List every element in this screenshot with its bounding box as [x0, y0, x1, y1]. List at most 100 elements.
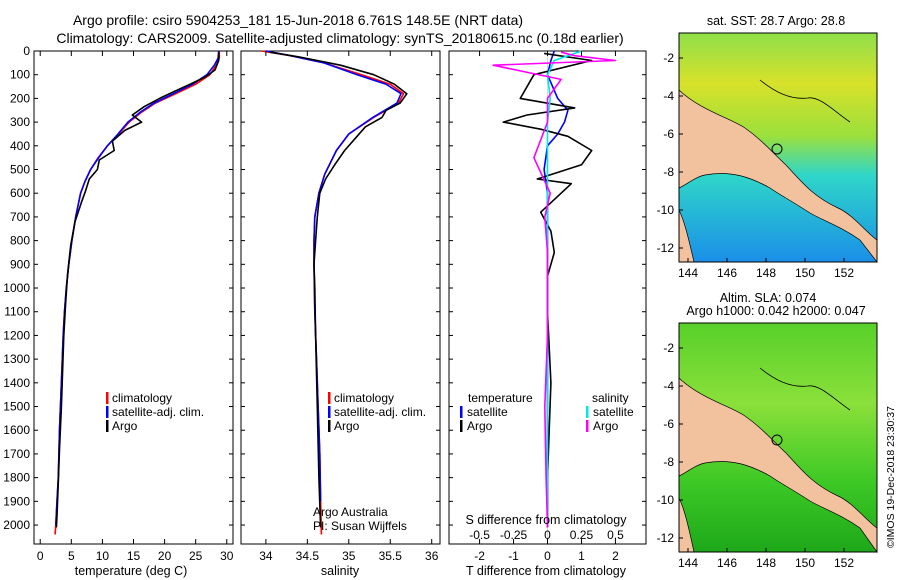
lon-tick-label: 144	[678, 266, 698, 280]
lon-tick-label: 148	[756, 266, 776, 280]
lon-tick-label: 150	[795, 556, 815, 570]
s-diff-tick-label: 0.25	[570, 528, 594, 542]
sst-map-lon-ticks: 144 146 148 150 152	[678, 258, 854, 280]
legend-swatch-t-argo	[460, 420, 463, 432]
series-line-argo	[55, 52, 220, 528]
difference-legend: temperature salinity satellite Argo sate…	[460, 391, 634, 433]
annotation-argo-australia: Argo Australia	[313, 505, 388, 519]
x-tick-label: 2	[612, 549, 619, 563]
depth-tick-label: 1700	[3, 447, 30, 461]
depth-tick-label: 2000	[3, 518, 30, 532]
depth-tick-label: 500	[10, 163, 30, 177]
x-tick-label: -2	[474, 549, 485, 563]
depth-tick-label: 600	[10, 186, 30, 200]
depth-tick-label: 1100	[4, 305, 30, 319]
annotation-pi: PI: Susan Wijffels	[313, 519, 407, 533]
t-difference-label: T difference from climatology	[466, 564, 627, 578]
s-diff-tick-label: -0.5	[469, 528, 490, 542]
difference-panel: -2 -1 0 1 2 -0.5 -0.25 0 0.25 0.5 T difference f…	[448, 50, 647, 578]
depth-tick-label: 1300	[3, 352, 30, 366]
legend-swatch-argo	[106, 420, 109, 432]
legend-swatch-satellite	[106, 406, 109, 418]
lat-tick-label: -4	[663, 379, 674, 393]
x-tick-label: 0	[37, 549, 44, 563]
salinity-legend: climatology satellite-adj. clim. Argo	[328, 391, 426, 433]
sst-map-title: sat. SST: 28.7 Argo: 28.8	[707, 14, 845, 28]
depth-tick-label: 100	[10, 68, 30, 82]
depth-tick-label: 200	[10, 91, 30, 105]
sst-map: sat. SST: 28.7 Argo: 28.8 144 146 148 150 15…	[657, 14, 878, 280]
series-line-satellite-adj-clim-	[55, 50, 220, 526]
temperature-x-ticks: 0 5 10 15 20 25 30	[37, 51, 234, 563]
temperature-panel: 0 5 10 15 20 25 30 0 100 200 300 400 500 600 700 800 90…	[3, 44, 233, 578]
legend-label-satellite: satellite-adj. clim.	[334, 405, 426, 419]
depth-tick-label: 1500	[3, 400, 30, 414]
lat-tick-label: -8	[663, 455, 674, 469]
lat-tick-label: -4	[663, 89, 674, 103]
salinity-x-label: salinity	[321, 564, 360, 578]
legend-swatch-s-satellite	[586, 406, 589, 418]
temperature-grid	[34, 50, 233, 526]
series-line-climatology	[261, 50, 405, 535]
x-tick-label: 30	[220, 549, 234, 563]
lon-tick-label: 144	[678, 556, 698, 570]
coastline	[759, 367, 851, 411]
title-line-2: Climatology: CARS2009. Satellite-adjuste…	[56, 30, 623, 46]
legend-title-temperature: temperature	[468, 391, 533, 405]
x-tick-label: 35	[342, 549, 356, 563]
x-tick-label: 10	[96, 549, 110, 563]
depth-tick-label: 1800	[3, 471, 30, 485]
x-tick-label: 0	[544, 549, 551, 563]
sst-map-lat-ticks: -2 -4 -6 -8 -10 -12	[657, 51, 683, 255]
sla-map-lat-ticks: -2 -4 -6 -8 -10 -12	[657, 341, 683, 545]
sla-map: Altim. SLA: 0.074 Argo h1000: 0.042 h200…	[657, 291, 878, 570]
legend-swatch-s-argo	[586, 420, 589, 432]
lat-tick-label: -2	[663, 341, 674, 355]
sla-map-frame	[678, 322, 878, 553]
temperature-legend: climatology satellite-adj. clim. Argo	[106, 391, 204, 433]
legend-label-s-argo: Argo	[593, 419, 619, 433]
lon-tick-label: 146	[717, 266, 737, 280]
lon-tick-label: 152	[834, 556, 854, 570]
s-diff-tick-label: 0.5	[607, 528, 624, 542]
salinity-grid	[241, 50, 440, 526]
salinity-panel: 34 34.5 35 35.5 36 salinity climatology sate…	[240, 50, 441, 578]
salinity-series	[261, 50, 408, 535]
x-tick-label: 15	[127, 549, 141, 563]
lat-tick-label: -10	[657, 493, 675, 507]
lon-tick-label: 152	[834, 266, 854, 280]
x-tick-label: 34.5	[296, 549, 320, 563]
sla-map-title-1: Altim. SLA: 0.074	[720, 291, 817, 305]
lat-tick-label: -2	[663, 51, 674, 65]
legend-swatch-climatology	[328, 392, 331, 404]
x-tick-label: 25	[189, 549, 203, 563]
difference-x-ticks: -2 -1 0 1 2	[474, 51, 619, 563]
title-line-1: Argo profile: csiro 5904253_181 15-Jun-2…	[73, 12, 523, 28]
depth-tick-label: 0	[23, 44, 30, 58]
legend-swatch-argo	[328, 420, 331, 432]
temperature-x-label: temperature (deg C)	[75, 564, 188, 578]
lat-tick-label: -6	[663, 417, 674, 431]
lat-tick-label: -12	[657, 531, 675, 545]
depth-tick-label: 1200	[3, 328, 30, 342]
lat-tick-label: -8	[663, 165, 674, 179]
x-tick-label: 1	[578, 549, 585, 563]
legend-label-satellite: satellite-adj. clim.	[112, 405, 204, 419]
salinity-axes-frame	[240, 50, 441, 545]
legend-label-climatology: climatology	[112, 391, 172, 405]
salinity-difference-ticks: -0.5 -0.25 0 0.25 0.5	[469, 528, 624, 542]
legend-swatch-t-satellite	[460, 406, 463, 418]
legend-label-t-satellite: satellite	[467, 405, 508, 419]
temperature-series	[54, 50, 221, 535]
legend-label-climatology: climatology	[334, 391, 394, 405]
lat-tick-label: -12	[657, 241, 675, 255]
legend-label-t-argo: Argo	[467, 419, 493, 433]
depth-tick-label: 1600	[3, 423, 30, 437]
argo-location-marker	[771, 143, 783, 155]
credit-text: ©IMOS 19-Dec-2018 23:30:37	[885, 406, 897, 548]
depth-tick-label: 900	[10, 257, 30, 271]
x-tick-label: 5	[68, 549, 75, 563]
lon-tick-label: 150	[795, 266, 815, 280]
sla-map-title-2: Argo h1000: 0.042 h2000: 0.047	[686, 304, 865, 318]
sst-map-frame	[678, 32, 878, 263]
